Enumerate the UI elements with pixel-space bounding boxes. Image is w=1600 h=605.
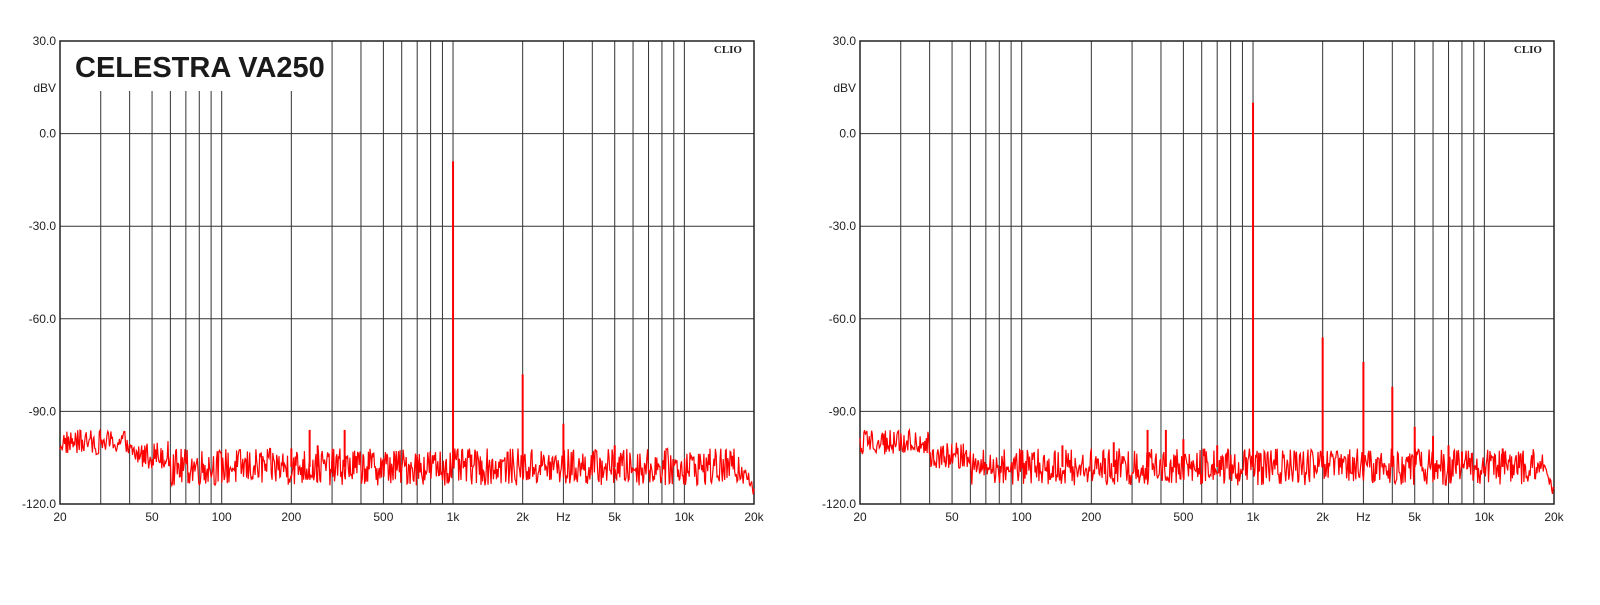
- spectrum-noise-trace: [859, 427, 1555, 495]
- spectrum-chart-left: 30.0 0.0 -30.0 -60.0 -90.0 -120.0 dBV 20 50 100 20…: [22, 34, 765, 524]
- x-tick-label: 20: [853, 510, 867, 524]
- x-tick-label: 2k: [516, 510, 530, 524]
- y-tick-label: 0.0: [39, 127, 56, 141]
- x-tick-label: 200: [1081, 510, 1101, 524]
- y-tick-label: -30.0: [829, 219, 857, 233]
- x-tick-label: 20k: [1544, 510, 1564, 524]
- y-tick-label: -60.0: [29, 312, 57, 326]
- y-axis-label: dBV: [833, 81, 856, 95]
- x-tick-label: 200: [281, 510, 301, 524]
- y-tick-label: -120.0: [822, 497, 856, 511]
- y-tick-label: -90.0: [829, 404, 857, 418]
- x-axis-label: Hz: [1356, 510, 1371, 524]
- y-tick-label: 0.0: [839, 127, 856, 141]
- x-tick-label: 20k: [744, 510, 764, 524]
- plot-frame: [859, 40, 1555, 505]
- x-tick-label: 100: [1012, 510, 1032, 524]
- y-tick-label: -30.0: [29, 219, 57, 233]
- y-tick-label: 30.0: [833, 34, 857, 48]
- y-tick-label: 30.0: [33, 34, 57, 48]
- x-tick-label: 20: [53, 510, 67, 524]
- chart-title: CELESTRA VA250: [75, 52, 325, 84]
- x-tick-label: 5k: [608, 510, 622, 524]
- x-tick-label: 50: [945, 510, 959, 524]
- brand-label: CLIO: [1514, 44, 1543, 56]
- brand-label: CLIO: [714, 44, 743, 56]
- spectrum-noise-trace: [59, 428, 755, 495]
- x-tick-label: 1k: [1247, 510, 1261, 524]
- y-tick-label: -120.0: [22, 497, 56, 511]
- x-tick-label: 10k: [1475, 510, 1495, 524]
- x-tick-label: 100: [212, 510, 232, 524]
- y-tick-label: -90.0: [29, 404, 57, 418]
- y-axis-label: dBV: [33, 81, 56, 95]
- chart-right-svg: 30.0 0.0 -30.0 -60.0 -90.0 -120.0 dBV 20 50 100 20…: [822, 34, 1565, 524]
- y-tick-label: -60.0: [829, 312, 857, 326]
- x-tick-label: 50: [145, 510, 159, 524]
- spectrum-chart-right: 30.0 0.0 -30.0 -60.0 -90.0 -120.0 dBV 20 50 100 20…: [800, 0, 1600, 605]
- x-tick-label: 10k: [675, 510, 695, 524]
- x-tick-label: 5k: [1408, 510, 1422, 524]
- chart-left-svg: 30.0 0.0 -30.0 -60.0 -90.0 -120.0 dBV 20 50 100 20…: [22, 34, 765, 524]
- plot-frame: [59, 40, 755, 505]
- x-axis-label: Hz: [556, 510, 571, 524]
- x-tick-label: 500: [1173, 510, 1193, 524]
- x-tick-label: 500: [373, 510, 393, 524]
- x-tick-label: 1k: [447, 510, 461, 524]
- x-tick-label: 2k: [1316, 510, 1330, 524]
